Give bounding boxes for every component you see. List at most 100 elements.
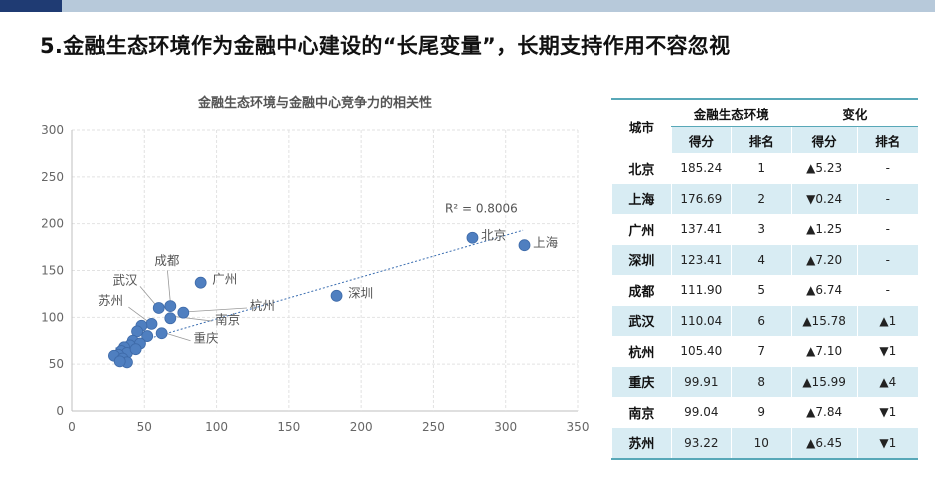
rank-cell: 6 (730, 305, 792, 336)
score-change-cell: ▲7.20 (790, 244, 858, 275)
data-point (141, 330, 154, 342)
sub-header-score-change: 得分 (790, 126, 858, 153)
score-cell: 110.04 (670, 305, 732, 336)
city-ranking-table: 城市 金融生态环境 变化 得分 排名 得分 排名 北京 185.24 1 ▲5.23-… (611, 98, 918, 460)
label-leader (167, 270, 171, 303)
y-tick-label: 150 (41, 264, 64, 278)
rank-cell: 2 (730, 183, 792, 214)
city-cell: 重庆 (611, 366, 672, 397)
point-label: 广州 (212, 272, 237, 287)
rank-change-cell: ▼1 (856, 427, 918, 459)
score-cell: 111.90 (670, 275, 732, 306)
x-tick-label: 200 (350, 420, 373, 434)
data-point (113, 355, 126, 368)
city-cell: 杭州 (611, 336, 672, 367)
score-change-cell: ▼0.24 (790, 183, 858, 214)
score-cell: 185.24 (670, 153, 732, 184)
city-cell: 上海 (611, 183, 672, 214)
x-tick-label: 150 (277, 420, 300, 434)
point-label: 南京 (215, 312, 240, 327)
trendline (115, 229, 524, 349)
point-label: 武汉 (112, 273, 138, 288)
point-label: 北京 (481, 228, 506, 243)
rank-change-cell: - (856, 183, 918, 214)
x-tick-label: 100 (205, 420, 228, 434)
label-leader (187, 307, 247, 313)
y-tick-label: 250 (41, 170, 64, 184)
rank-change-cell: ▼1 (856, 336, 918, 367)
y-tick-label: 200 (41, 217, 64, 231)
header-bar (62, 0, 935, 12)
data-point (129, 343, 142, 356)
rank-change-cell: - (856, 275, 918, 306)
scatter-chart: 金融生态环境与金融中心竞争力的相关性 0 50 100 150 200 250 300 0 50… (41, 95, 590, 434)
data-point (330, 289, 343, 302)
x-tick-label: 0 (68, 420, 76, 434)
city-cell: 广州 (611, 214, 672, 245)
data-point (152, 302, 165, 314)
score-change-cell: ▲15.78 (790, 305, 858, 336)
score-cell: 137.41 (670, 214, 732, 245)
point-label: 上海 (533, 235, 559, 250)
rank-cell: 4 (730, 244, 792, 275)
table-row: 成都 111.90 5 ▲6.74- (611, 275, 918, 306)
rank-cell: 7 (730, 336, 792, 367)
x-tick-label: 300 (494, 420, 517, 434)
y-tick-label: 300 (41, 123, 64, 137)
data-point (194, 276, 207, 289)
score-cell: 123.41 (670, 244, 732, 275)
data-point (518, 239, 531, 252)
score-change-cell: ▲7.84 (790, 397, 858, 428)
city-cell: 成都 (611, 275, 672, 306)
data-point (155, 327, 168, 340)
score-cell: 99.04 (670, 397, 732, 428)
table-row: 杭州 105.40 7 ▲7.10 ▼1 (611, 336, 918, 367)
rank-change-cell: - (856, 244, 918, 275)
city-cell: 南京 (611, 397, 672, 428)
data-point (145, 317, 158, 330)
data-point (164, 312, 177, 325)
rank-change-cell: ▲1 (856, 305, 918, 336)
rank-cell: 3 (730, 214, 792, 245)
score-change-cell: ▲6.45 (790, 427, 858, 459)
sub-header-score: 得分 (670, 126, 732, 153)
score-change-cell: ▲1.25 (790, 214, 858, 245)
x-tick-label: 250 (422, 420, 445, 434)
sub-header-rank-change: 排名 (856, 126, 918, 153)
rank-cell: 10 (730, 427, 792, 459)
label-leader (162, 331, 191, 342)
rank-cell: 8 (730, 366, 792, 397)
city-header: 城市 (611, 98, 672, 153)
x-tick-label: 350 (567, 420, 590, 434)
sub-header-rank: 排名 (730, 126, 792, 153)
point-label: 杭州 (250, 298, 275, 313)
city-cell: 深圳 (611, 244, 672, 275)
label-leader (128, 306, 149, 323)
score-cell: 93.22 (670, 427, 732, 459)
label-leader (139, 286, 157, 306)
city-cell: 北京 (611, 153, 672, 184)
table-row: 深圳 123.41 4 ▲7.20- (611, 244, 918, 275)
city-cell: 武汉 (611, 305, 672, 336)
rank-cell: 5 (730, 275, 792, 306)
table-row: 北京 185.24 1 ▲5.23- (611, 153, 918, 184)
data-point (164, 300, 177, 312)
point-label: 重庆 (193, 331, 219, 346)
point-label: 深圳 (348, 286, 373, 301)
table-row: 武汉 110.04 6 ▲15.78 ▲1 (611, 305, 918, 336)
chart-title: 金融生态环境与金融中心竞争力的相关性 (197, 95, 432, 111)
group-header-change: 变化 (790, 98, 918, 127)
point-label: 苏州 (98, 293, 123, 308)
table-row: 苏州 93.22 10 ▲6.45 ▼1 (611, 427, 918, 459)
rank-cell: 9 (730, 397, 792, 428)
score-cell: 105.40 (670, 336, 732, 367)
group-header-environment: 金融生态环境 (670, 98, 792, 127)
y-tick-label: 100 (41, 310, 64, 324)
score-change-cell: ▲6.74 (790, 275, 858, 306)
table-row: 上海 176.69 2 ▼0.24- (611, 183, 918, 214)
page-title: 5.金融生态环境作为金融中心建设的“长尾变量”，长期支持作用不容忽视 (40, 34, 731, 58)
table-row: 南京 99.04 9 ▲7.84 ▼1 (611, 397, 918, 428)
table-row: 广州 137.41 3 ▲1.25- (611, 214, 918, 245)
header-accent-bar (0, 0, 62, 12)
rank-change-cell: - (856, 214, 918, 245)
